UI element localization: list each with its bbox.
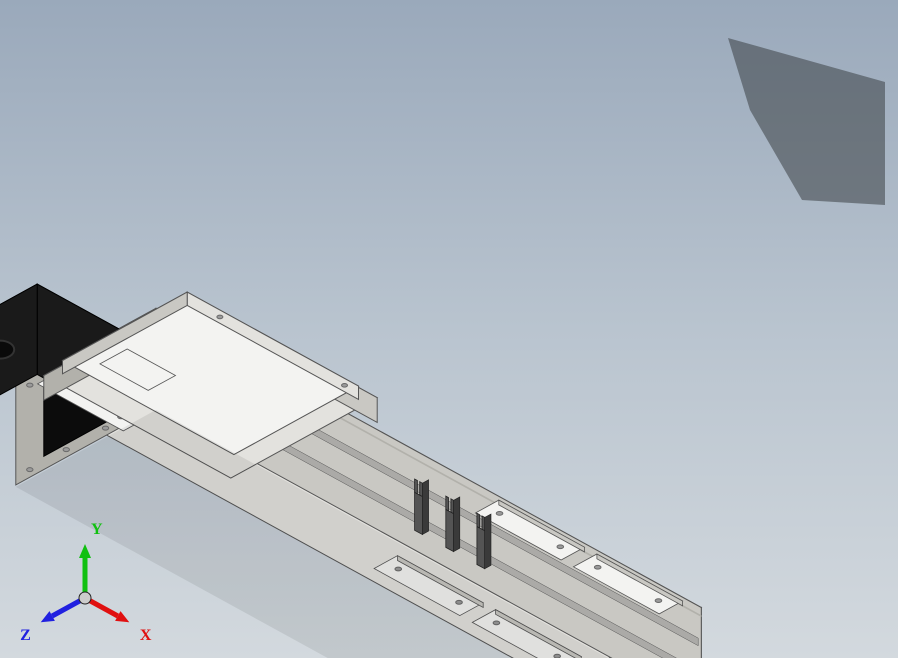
- screw: [27, 468, 33, 472]
- sensor-bracket-side: [454, 497, 460, 552]
- screw: [557, 545, 564, 549]
- sensor-fork: [451, 499, 454, 514]
- screw: [217, 315, 223, 319]
- sensor-fork: [420, 482, 423, 497]
- axis-label-y: Y: [91, 521, 103, 538]
- axis-triad[interactable]: Z X Y: [20, 506, 160, 646]
- cast-shadow: [728, 38, 885, 205]
- screw: [655, 599, 662, 603]
- axis-origin: [79, 592, 91, 604]
- sensor-bracket: [446, 509, 454, 551]
- screw: [27, 383, 33, 387]
- sensor-bracket-side: [422, 480, 428, 535]
- screw: [496, 512, 503, 516]
- axis-y-head: [79, 544, 91, 558]
- sensor-bracket-side: [485, 514, 491, 569]
- cad-viewport[interactable]: Z X Y: [0, 0, 898, 658]
- screw: [102, 426, 108, 430]
- sensor-fork: [482, 516, 485, 531]
- sensor-bracket: [415, 492, 423, 534]
- axis-label-x: X: [140, 627, 152, 644]
- screw: [63, 448, 69, 452]
- sensor-fork: [477, 513, 480, 528]
- axis-label-z: Z: [20, 627, 31, 644]
- screw: [342, 383, 348, 387]
- sensor-fork: [446, 496, 449, 511]
- screw: [594, 565, 601, 569]
- sensor-bracket: [477, 527, 485, 569]
- sensor-fork: [415, 479, 418, 494]
